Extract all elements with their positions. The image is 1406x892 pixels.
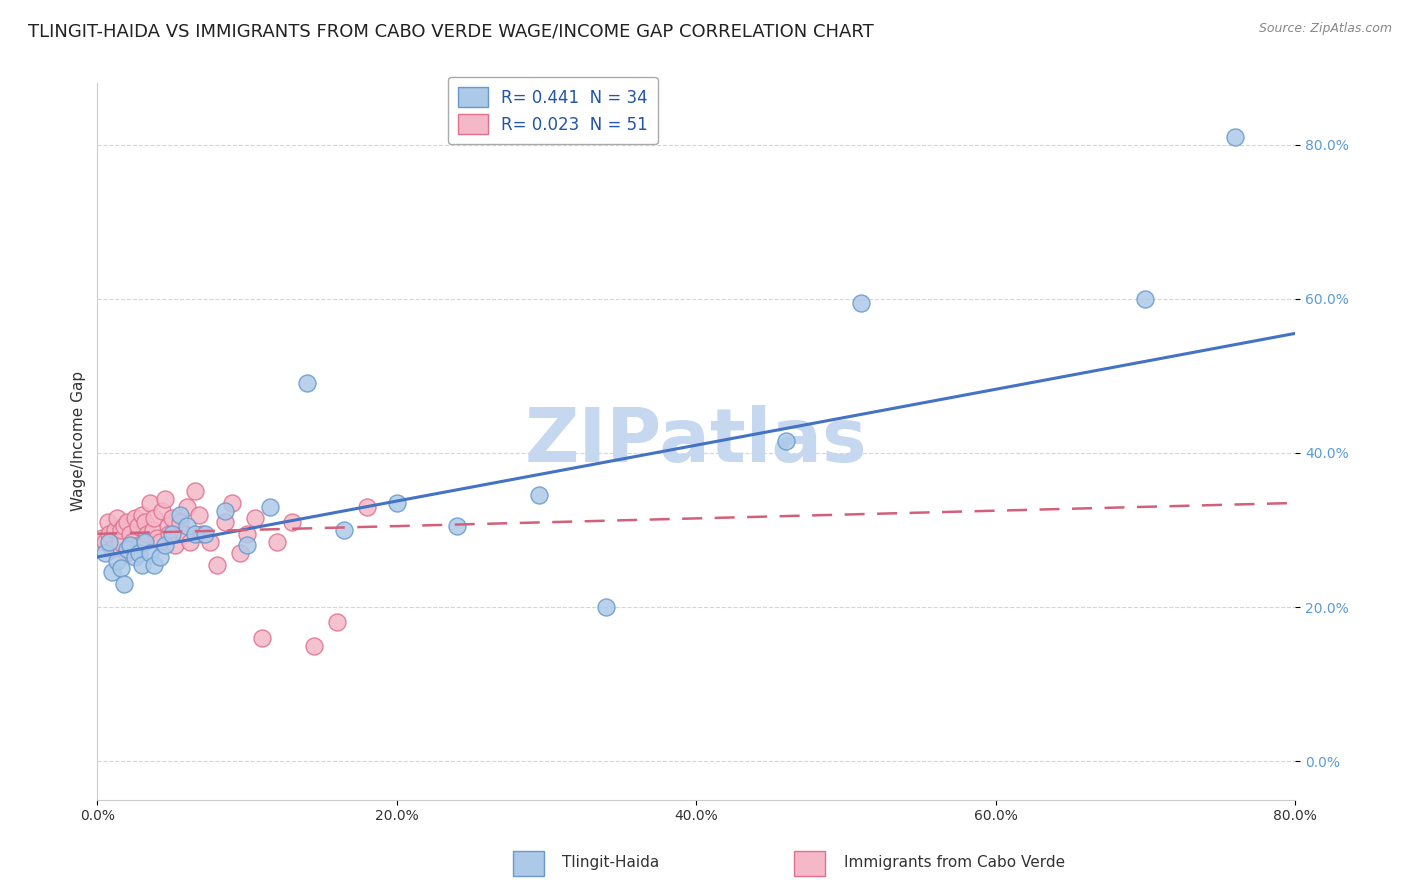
- Point: [198, 534, 221, 549]
- Point: [121, 534, 143, 549]
- Point: [169, 515, 191, 529]
- Point: [153, 492, 176, 507]
- Point: [236, 526, 259, 541]
- Point: [143, 511, 166, 525]
- Point: [527, 488, 550, 502]
- Point: [157, 526, 180, 541]
- Point: [165, 538, 187, 552]
- Point: [595, 600, 617, 615]
- Point: [169, 508, 191, 522]
- Point: [214, 515, 236, 529]
- Point: [385, 496, 408, 510]
- Point: [146, 531, 169, 545]
- Point: [775, 434, 797, 449]
- Point: [266, 534, 288, 549]
- Point: [117, 515, 139, 529]
- Point: [160, 526, 183, 541]
- Point: [114, 546, 136, 560]
- Point: [104, 523, 127, 537]
- Point: [128, 538, 150, 552]
- Point: [176, 519, 198, 533]
- Point: [243, 511, 266, 525]
- Point: [124, 549, 146, 564]
- Point: [101, 542, 124, 557]
- Point: [214, 504, 236, 518]
- Point: [112, 519, 135, 533]
- Point: [156, 519, 179, 533]
- Point: [356, 500, 378, 514]
- Point: [143, 558, 166, 572]
- Point: [183, 484, 205, 499]
- Point: [127, 519, 149, 533]
- Point: [142, 523, 165, 537]
- Point: [139, 546, 162, 560]
- Point: [149, 534, 172, 549]
- Point: [90, 531, 112, 545]
- Legend: R= 0.441  N = 34, R= 0.023  N = 51: R= 0.441 N = 34, R= 0.023 N = 51: [447, 77, 658, 145]
- Point: [134, 534, 156, 549]
- Point: [120, 526, 142, 541]
- Point: [110, 523, 132, 537]
- Point: [153, 538, 176, 552]
- Point: [97, 515, 120, 529]
- Point: [120, 538, 142, 552]
- Point: [135, 526, 157, 541]
- Point: [326, 615, 349, 630]
- Point: [139, 496, 162, 510]
- Y-axis label: Wage/Income Gap: Wage/Income Gap: [72, 371, 86, 511]
- Point: [117, 542, 139, 557]
- Point: [228, 546, 250, 560]
- Point: [134, 515, 156, 529]
- Text: Tlingit-Haida: Tlingit-Haida: [562, 855, 659, 870]
- Text: ZIPatlas: ZIPatlas: [524, 405, 868, 478]
- Point: [110, 561, 132, 575]
- Point: [160, 511, 183, 525]
- Text: Immigrants from Cabo Verde: Immigrants from Cabo Verde: [844, 855, 1064, 870]
- Point: [98, 534, 121, 549]
- Point: [250, 631, 273, 645]
- Point: [131, 508, 153, 522]
- Point: [236, 538, 259, 552]
- Point: [112, 577, 135, 591]
- Point: [105, 511, 128, 525]
- Point: [101, 566, 124, 580]
- Point: [149, 549, 172, 564]
- Point: [194, 526, 217, 541]
- Point: [124, 511, 146, 525]
- Point: [849, 295, 872, 310]
- Text: TLINGIT-HAIDA VS IMMIGRANTS FROM CABO VERDE WAGE/INCOME GAP CORRELATION CHART: TLINGIT-HAIDA VS IMMIGRANTS FROM CABO VE…: [28, 22, 875, 40]
- Point: [333, 523, 356, 537]
- Point: [108, 534, 131, 549]
- Point: [128, 546, 150, 560]
- Point: [98, 526, 121, 541]
- Point: [191, 526, 214, 541]
- Text: Source: ZipAtlas.com: Source: ZipAtlas.com: [1258, 22, 1392, 36]
- Point: [173, 526, 195, 541]
- Point: [259, 500, 281, 514]
- Point: [94, 534, 117, 549]
- Point: [1225, 129, 1247, 144]
- Point: [281, 515, 304, 529]
- Point: [131, 558, 153, 572]
- Point: [150, 504, 173, 518]
- Point: [94, 546, 117, 560]
- Point: [179, 534, 201, 549]
- Point: [304, 639, 326, 653]
- Point: [1135, 292, 1157, 306]
- Point: [105, 554, 128, 568]
- Point: [446, 519, 468, 533]
- Point: [295, 376, 318, 391]
- Point: [205, 558, 228, 572]
- Point: [188, 508, 211, 522]
- Point: [183, 526, 205, 541]
- Point: [176, 500, 198, 514]
- Point: [221, 496, 243, 510]
